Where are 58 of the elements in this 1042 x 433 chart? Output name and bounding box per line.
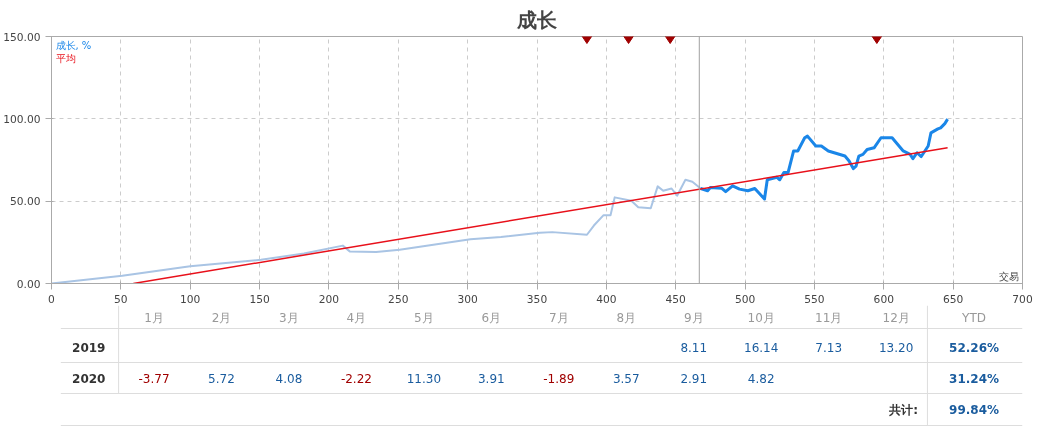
x-tick-label: 9月 bbox=[683, 310, 704, 325]
x-tick-label: 650 bbox=[942, 292, 964, 306]
data-label: 4.82 bbox=[747, 372, 775, 386]
y-tick-label: 50.00 bbox=[9, 195, 41, 209]
data-label: 52.26% bbox=[949, 340, 1000, 355]
y-tick-label: 100.00 bbox=[3, 112, 41, 126]
y-tick-label: 2019 bbox=[72, 341, 106, 355]
x-tick-label: 10月 bbox=[747, 310, 775, 325]
x-tick-label: 11月 bbox=[815, 310, 843, 325]
data-label: 13.20 bbox=[878, 341, 914, 355]
line-series bbox=[699, 117, 950, 201]
annotation: 共计: bbox=[888, 402, 919, 417]
y-tick-label: 0.00 bbox=[16, 277, 41, 291]
chart-title: 成长 bbox=[516, 7, 558, 32]
x-tick-label: 6月 bbox=[481, 310, 502, 325]
x-tick-label: 2月 bbox=[211, 310, 232, 325]
x-tick-label: 450 bbox=[665, 292, 687, 306]
data-label: 8.11 bbox=[680, 341, 708, 355]
data-label: -3.77 bbox=[138, 372, 170, 386]
text: 成长, % bbox=[55, 39, 92, 51]
x-tick-label: 250 bbox=[388, 292, 409, 306]
data-label: 4.08 bbox=[275, 372, 303, 386]
data-label: -2.22 bbox=[340, 372, 372, 386]
x-tick-label: 700 bbox=[1012, 292, 1033, 306]
x-tick-label: 550 bbox=[804, 292, 825, 306]
x-tick-label: 12月 bbox=[882, 310, 910, 325]
x-tick-label: 8月 bbox=[616, 310, 637, 325]
x-tick-label: 0 bbox=[48, 292, 56, 306]
data-label: 31.24% bbox=[949, 371, 1000, 386]
x-axis-title: 交易 bbox=[998, 270, 1019, 282]
x-tick-label: 5月 bbox=[414, 310, 434, 325]
data-label: 3.91 bbox=[477, 372, 505, 386]
x-tick-label: 400 bbox=[596, 292, 617, 306]
x-tick-label: 100 bbox=[180, 292, 201, 306]
x-tick-label: 50 bbox=[114, 292, 128, 306]
x-tick-label: 4月 bbox=[346, 310, 367, 325]
x-tick-label: 200 bbox=[318, 292, 340, 306]
text: 平均 bbox=[55, 52, 76, 64]
x-tick-label: 7月 bbox=[548, 310, 569, 325]
x-tick-label: 3月 bbox=[279, 310, 299, 325]
x-tick-label: 1月 bbox=[144, 310, 164, 325]
data-label: 5.72 bbox=[208, 372, 235, 386]
y-tick-label: 150.00 bbox=[3, 30, 41, 44]
line-series bbox=[51, 178, 702, 284]
data-label: 3.57 bbox=[612, 372, 640, 386]
x-tick-label: 150 bbox=[249, 292, 270, 306]
x-tick-label: 500 bbox=[734, 292, 756, 306]
x-tick-label: YTD bbox=[961, 310, 986, 325]
data-label: 11.30 bbox=[406, 372, 442, 386]
data-label: 7.13 bbox=[815, 341, 843, 355]
x-tick-label: 600 bbox=[873, 292, 895, 306]
annotation: 99.84% bbox=[949, 402, 1000, 417]
y-tick-label: 2020 bbox=[72, 372, 106, 386]
data-label: -1.89 bbox=[543, 372, 575, 386]
data-label: 16.14 bbox=[744, 341, 779, 355]
x-tick-label: 300 bbox=[457, 292, 479, 306]
data-label: 2.91 bbox=[680, 372, 708, 386]
x-tick-label: 350 bbox=[526, 292, 548, 306]
